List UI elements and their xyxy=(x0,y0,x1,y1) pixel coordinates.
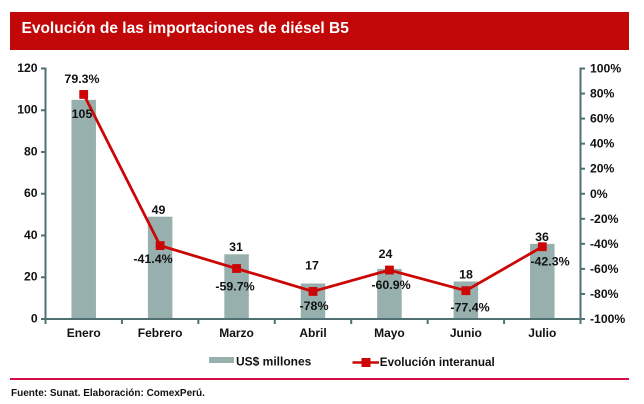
svg-text:100: 100 xyxy=(17,103,38,117)
svg-text:-100%: -100% xyxy=(590,312,625,326)
svg-text:79.3%: 79.3% xyxy=(64,72,99,86)
svg-text:-59.7%: -59.7% xyxy=(215,280,254,294)
svg-text:Julio: Julio xyxy=(528,326,556,340)
svg-text:-40%: -40% xyxy=(590,237,619,251)
svg-text:-42.3%: -42.3% xyxy=(530,255,569,269)
svg-text:120: 120 xyxy=(17,61,38,75)
svg-text:80%: 80% xyxy=(590,87,615,101)
svg-text:Junio: Junio xyxy=(450,326,482,340)
svg-text:17: 17 xyxy=(305,259,319,273)
svg-text:US$ millones: US$ millones xyxy=(236,355,312,369)
svg-text:80: 80 xyxy=(24,144,38,158)
svg-text:-20%: -20% xyxy=(590,212,619,226)
svg-text:40%: 40% xyxy=(590,137,615,151)
svg-text:Mayo: Mayo xyxy=(374,326,405,340)
svg-text:-77.4%: -77.4% xyxy=(450,300,489,314)
svg-text:-60.9%: -60.9% xyxy=(371,278,410,292)
svg-text:-41.4%: -41.4% xyxy=(133,252,172,266)
svg-text:Marzo: Marzo xyxy=(219,326,254,340)
svg-text:36: 36 xyxy=(535,230,549,244)
svg-text:Evolución interanual: Evolución interanual xyxy=(380,356,495,369)
svg-text:40: 40 xyxy=(24,228,38,242)
svg-text:20%: 20% xyxy=(590,162,615,176)
svg-text:100%: 100% xyxy=(590,62,621,76)
svg-text:24: 24 xyxy=(379,247,393,261)
svg-text:105: 105 xyxy=(72,107,93,121)
svg-text:-60%: -60% xyxy=(590,262,619,276)
svg-text:18: 18 xyxy=(459,268,473,282)
svg-text:-80%: -80% xyxy=(590,287,619,301)
svg-text:Abril: Abril xyxy=(299,326,326,340)
svg-text:0: 0 xyxy=(31,311,38,325)
svg-text:49: 49 xyxy=(152,203,166,217)
svg-text:60%: 60% xyxy=(590,112,615,126)
svg-text:-78%: -78% xyxy=(300,299,329,313)
svg-text:20: 20 xyxy=(24,270,38,284)
svg-text:31: 31 xyxy=(229,240,243,254)
svg-text:Febrero: Febrero xyxy=(138,326,183,340)
svg-text:0%: 0% xyxy=(590,187,608,201)
svg-text:60: 60 xyxy=(24,186,38,200)
svg-text:Enero: Enero xyxy=(67,326,101,340)
